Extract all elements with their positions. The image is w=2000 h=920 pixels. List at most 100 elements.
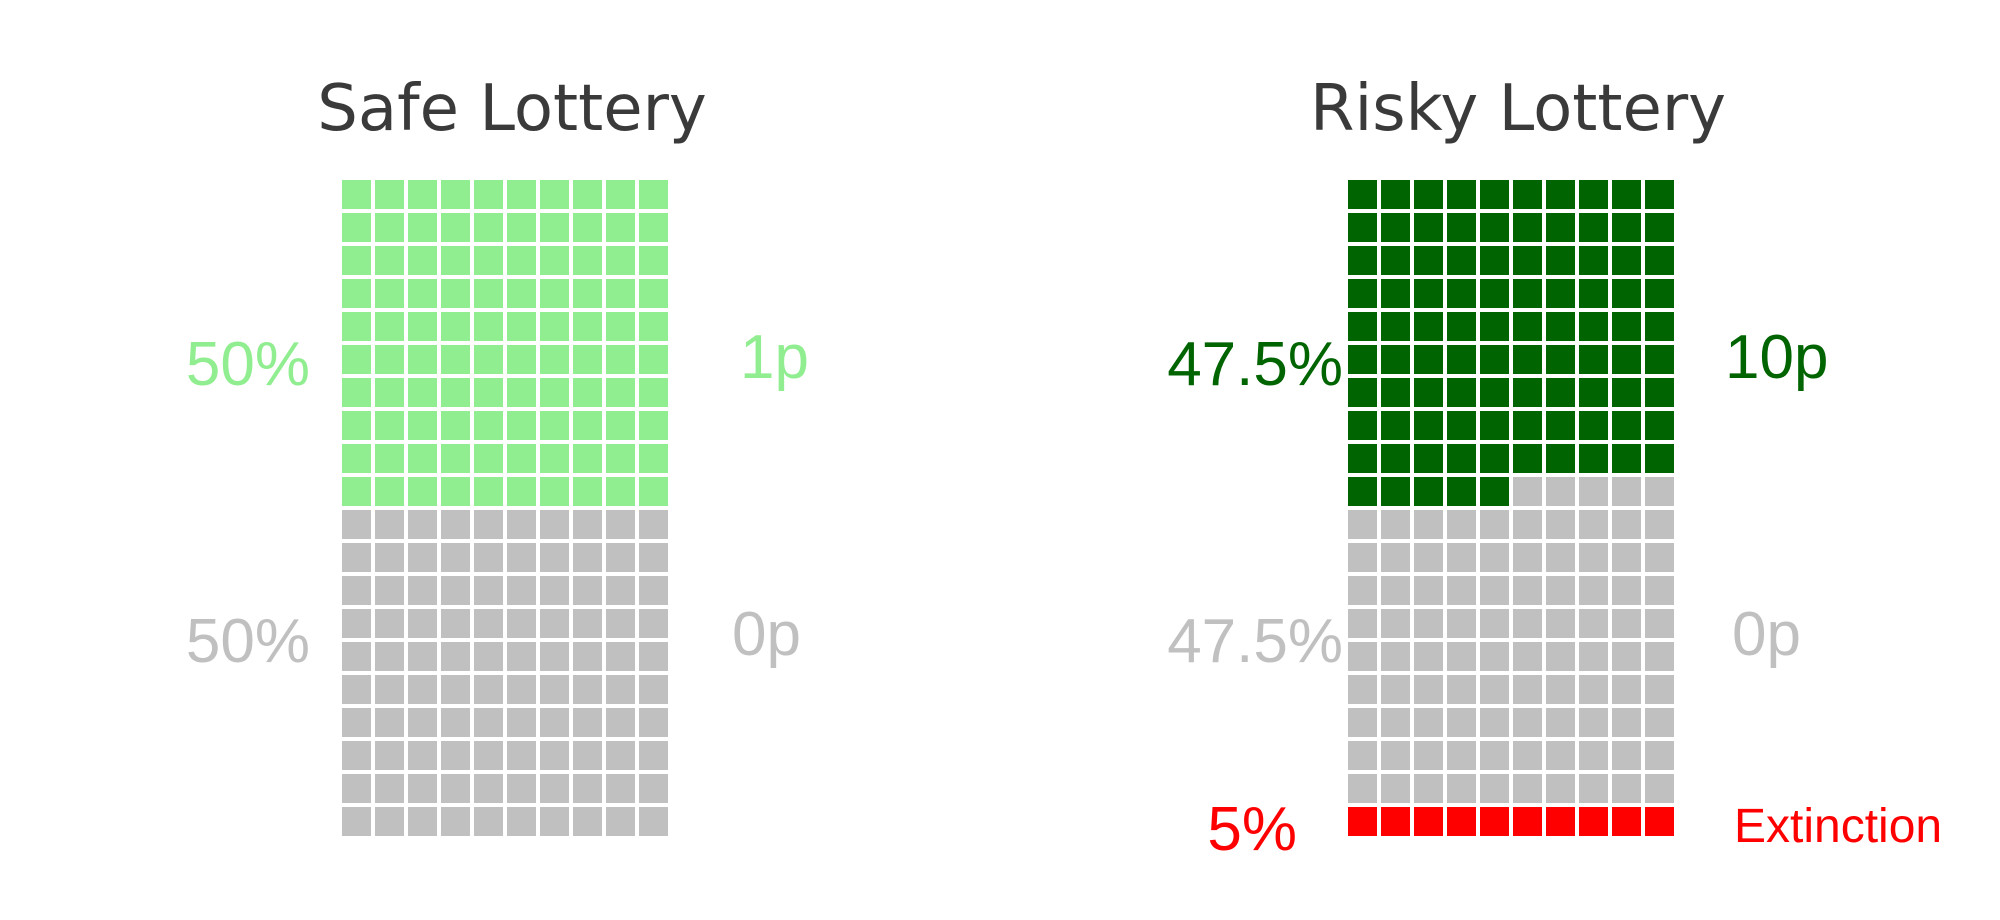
risky-waffle-cell xyxy=(1546,774,1575,803)
risky-waffle-cell xyxy=(1381,378,1410,407)
risky-waffle-cell xyxy=(1612,807,1641,836)
safe-waffle-cell xyxy=(375,543,404,572)
safe-waffle-cell xyxy=(408,609,437,638)
safe-waffle-cell xyxy=(408,279,437,308)
safe-waffle-cell xyxy=(408,180,437,209)
risky-waffle-cell xyxy=(1447,741,1476,770)
safe-waffle-cell xyxy=(408,510,437,539)
safe-waffle-cell xyxy=(606,510,635,539)
risky-waffle-cell xyxy=(1513,642,1542,671)
risky-waffle-cell xyxy=(1447,510,1476,539)
risky-waffle-cell xyxy=(1546,180,1575,209)
risky-waffle-cell xyxy=(1414,642,1443,671)
safe-waffle-cell xyxy=(540,510,569,539)
safe-waffle-cell xyxy=(441,345,470,374)
safe-lose-percent: 50% xyxy=(186,607,310,676)
safe-waffle-cell xyxy=(606,741,635,770)
risky-waffle-cell xyxy=(1645,312,1674,341)
safe-waffle-cell xyxy=(441,312,470,341)
safe-waffle-cell xyxy=(375,807,404,836)
risky-waffle-cell xyxy=(1513,807,1542,836)
safe-waffle-cell xyxy=(441,708,470,737)
safe-waffle-cell xyxy=(639,345,668,374)
safe-waffle-cell xyxy=(375,642,404,671)
risky-waffle-cell xyxy=(1480,477,1509,506)
safe-waffle-cell xyxy=(474,378,503,407)
safe-waffle-cell xyxy=(342,675,371,704)
safe-waffle-cell xyxy=(342,543,371,572)
risky-waffle-cell xyxy=(1480,642,1509,671)
safe-waffle-cell xyxy=(573,279,602,308)
safe-waffle-cell xyxy=(540,708,569,737)
risky-waffle-cell xyxy=(1645,345,1674,374)
risky-waffle-cell xyxy=(1579,477,1608,506)
risky-waffle-cell xyxy=(1348,213,1377,242)
safe-waffle-cell xyxy=(408,312,437,341)
risky-waffle-cell xyxy=(1381,774,1410,803)
risky-waffle-cell xyxy=(1447,477,1476,506)
risky-waffle-cell xyxy=(1579,312,1608,341)
safe-waffle-cell xyxy=(639,609,668,638)
risky-waffle-cell xyxy=(1612,708,1641,737)
safe-waffle-cell xyxy=(342,477,371,506)
risky-waffle-cell xyxy=(1480,279,1509,308)
risky-waffle-cell xyxy=(1645,279,1674,308)
risky-waffle-cell xyxy=(1381,213,1410,242)
risky-waffle-cell xyxy=(1612,609,1641,638)
safe-waffle-cell xyxy=(507,312,536,341)
risky-waffle-cell xyxy=(1480,378,1509,407)
safe-waffle-cell xyxy=(540,609,569,638)
safe-waffle-cell xyxy=(375,576,404,605)
safe-win-percent: 50% xyxy=(186,330,310,399)
safe-waffle-cell xyxy=(639,180,668,209)
risky-waffle-cell xyxy=(1480,609,1509,638)
risky-waffle-cell xyxy=(1645,807,1674,836)
risky-waffle-cell xyxy=(1579,543,1608,572)
risky-waffle-cell xyxy=(1645,510,1674,539)
safe-waffle-cell xyxy=(474,312,503,341)
safe-waffle-cell xyxy=(408,345,437,374)
safe-waffle-cell xyxy=(573,378,602,407)
risky-waffle-cell xyxy=(1579,609,1608,638)
safe-waffle-cell xyxy=(573,576,602,605)
risky-waffle-cell xyxy=(1579,642,1608,671)
risky-waffle-cell xyxy=(1447,708,1476,737)
risky-waffle-cell xyxy=(1579,675,1608,704)
risky-waffle-cell xyxy=(1480,741,1509,770)
risky-waffle-cell xyxy=(1579,213,1608,242)
risky-waffle-cell xyxy=(1513,411,1542,440)
safe-waffle-cell xyxy=(441,741,470,770)
safe-waffle-cell xyxy=(507,774,536,803)
safe-waffle-cell xyxy=(342,741,371,770)
risky-waffle-cell xyxy=(1546,312,1575,341)
risky-waffle-cell xyxy=(1612,444,1641,473)
safe-waffle-cell xyxy=(540,345,569,374)
safe-waffle-cell xyxy=(375,213,404,242)
safe-waffle-cell xyxy=(540,807,569,836)
safe-waffle-cell xyxy=(441,576,470,605)
risky-waffle-cell xyxy=(1447,444,1476,473)
risky-waffle-cell xyxy=(1612,642,1641,671)
safe-waffle-cell xyxy=(540,246,569,275)
safe-waffle-cell xyxy=(375,774,404,803)
risky-waffle-cell xyxy=(1645,180,1674,209)
safe-waffle-cell xyxy=(540,213,569,242)
safe-waffle-cell xyxy=(474,741,503,770)
risky-waffle-cell xyxy=(1447,378,1476,407)
risky-waffle-cell xyxy=(1381,444,1410,473)
safe-waffle-cell xyxy=(375,477,404,506)
risky-waffle-cell xyxy=(1447,609,1476,638)
safe-waffle-cell xyxy=(639,246,668,275)
safe-waffle-cell xyxy=(441,807,470,836)
risky-waffle-cell xyxy=(1579,741,1608,770)
safe-waffle-cell xyxy=(375,444,404,473)
risky-waffle-cell xyxy=(1513,609,1542,638)
safe-waffle-cell xyxy=(441,444,470,473)
safe-waffle-cell xyxy=(639,510,668,539)
risky-waffle-cell xyxy=(1546,378,1575,407)
risky-waffle-cell xyxy=(1447,642,1476,671)
safe-waffle-cell xyxy=(441,411,470,440)
risky-waffle-cell xyxy=(1414,510,1443,539)
risky-waffle-cell xyxy=(1513,510,1542,539)
